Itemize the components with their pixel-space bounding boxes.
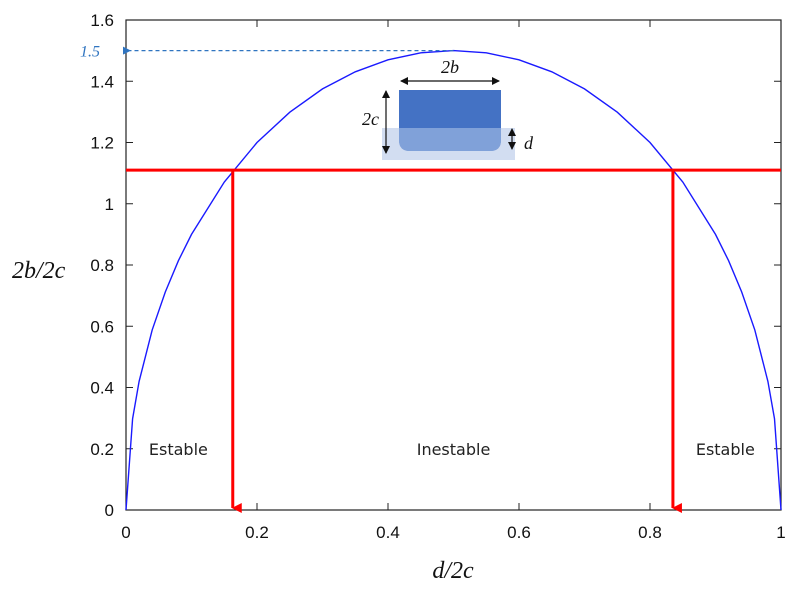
inset-depth-label: d [524,133,534,153]
y-tick-label: 0.2 [90,440,114,459]
y-tick-label: 0.8 [90,256,114,275]
region-label: Estable [696,440,755,459]
y-axis-title: 2b/2c [12,258,66,284]
inset-width-label: 2b [441,57,459,77]
y-tick-label: 0 [105,501,114,520]
series-layer: 1.5 [80,44,782,513]
y-tick-label: 1.2 [90,134,114,153]
y-axis: 0 0.2 0.4 0.6 0.8 1 1.2 1.4 1.6 [90,11,781,520]
y-tick-label: 1.4 [90,72,114,91]
x-axis-title: d/2c [432,558,474,584]
y-tick-label: 0.4 [90,379,114,398]
inset-diagram: 2b 2c d [362,57,534,160]
x-tick-label: 0.8 [638,523,662,542]
x-tick-label: 0.2 [245,523,269,542]
inset-height-label: 2c [362,109,379,129]
x-tick-label: 1 [776,523,785,542]
x-axis: 0 0.2 0.4 0.6 0.8 1 [121,20,786,542]
region-label: Inestable [417,440,491,459]
region-labels: Estable Inestable Estable [149,440,755,459]
y-tick-label: 1.6 [90,11,114,30]
y-tick-label: 0.6 [90,317,114,336]
x-tick-label: 0.6 [507,523,531,542]
x-tick-label: 0 [121,523,130,542]
x-tick-label: 0.4 [376,523,400,542]
y-tick-label: 1 [105,195,114,214]
max-value-label: 1.5 [80,44,100,61]
region-label: Estable [149,440,208,459]
inset-submerged [399,128,501,151]
